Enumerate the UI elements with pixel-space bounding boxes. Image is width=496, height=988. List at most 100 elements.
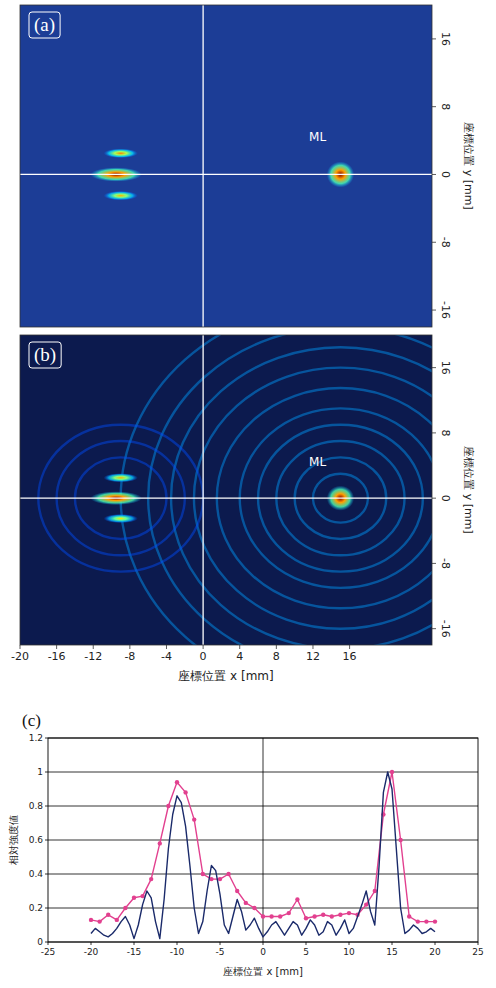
x-tick [56,645,57,649]
panel-label-box [29,342,61,368]
panel-label: (c) [22,711,41,730]
plot-frame [20,5,432,327]
x-tick-label: 8 [273,650,280,663]
series-marker [364,902,368,906]
y-tick [432,38,436,39]
series-marker [373,889,377,893]
series-marker [407,914,411,918]
figure: -16-80816座標位置 y [mm]ML(a)-16-80816-20-16… [0,0,496,988]
x-tick [435,942,436,945]
series-marker [304,916,308,920]
x-tick-label: 5 [303,947,309,957]
y-tick-label: 8 [439,429,452,436]
series-marker [338,913,342,917]
y-tick [432,432,436,433]
series-marker [244,901,248,905]
x-tick-label: 16 [343,650,357,663]
plot-background [20,335,432,645]
y-tick-label: -16 [439,301,452,319]
y-tick [432,498,436,499]
zero-line [263,738,264,942]
y-tick [432,563,436,564]
y-tick-label: 16 [439,361,452,375]
series-marker [398,838,402,842]
series-marker [312,914,316,918]
x-tick-label: 0 [200,650,207,663]
x-axis-title: 座標位置 x [mm] [178,669,273,683]
x-tick-label: -20 [84,947,99,957]
y-tick-label: 0 [37,937,43,947]
x-tick-label: 0 [260,947,266,957]
intensity-spot [104,514,138,523]
intensity-spot [104,149,138,158]
data-layer [38,335,432,645]
x-tick [276,645,277,649]
y-tick [432,367,436,368]
x-tick [306,942,307,945]
diffraction-ring [121,335,432,645]
series-marker [235,889,239,893]
series-marker [347,911,351,915]
x-tick-label: -15 [127,947,142,957]
y-axis-title: 座標位置 y [mm] [462,122,475,210]
diffraction-ring [171,347,432,645]
y-tick-label: -8 [439,237,452,248]
x-tick [349,942,350,945]
series-marker [330,914,334,918]
panel-label: (a) [34,14,55,36]
series-marker [183,790,187,794]
y-tick-label: 0.2 [29,903,43,913]
series-marker [175,780,179,784]
x-tick-label: 4 [236,650,243,663]
x-tick [263,942,264,945]
plot-frame [48,738,478,942]
annotation: ML [309,130,326,144]
x-tick-label: 15 [386,947,397,957]
x-tick-label: 12 [306,650,320,663]
y-tick [432,174,436,175]
x-tick-label: -20 [11,650,29,663]
series-marker [278,914,282,918]
y-tick-label: 0.4 [29,869,44,879]
crosshair-vertical [202,5,203,327]
panel-label-box [29,12,60,38]
heatmap-panel: -16-80816-20-16-12-8-40481216座標位置 y [mm]… [11,302,496,694]
series-marker [226,872,230,876]
plot-background [48,738,478,942]
x-tick-label: -8 [124,650,135,663]
x-tick [478,942,479,945]
series-marker [132,896,136,900]
y-axis-title: 座標位置 y [mm] [462,446,475,534]
x-tick [220,942,221,945]
y-axis-title: 相対強度値 [8,815,19,865]
y-tick [432,242,436,243]
x-tick-label: -12 [84,650,102,663]
annotation: ML [309,455,326,469]
series-marker [287,911,291,915]
series-marker [218,877,222,881]
crosshair-horizontal [20,174,432,175]
line-panel: 00.20.40.60.811.2-25-20-15-10-5051015202… [8,711,484,977]
x-tick-label: 20 [429,947,441,957]
series-marker [269,914,273,918]
x-tick-label: 25 [472,947,483,957]
y-tick [432,106,436,107]
series-marker [115,918,119,922]
crosshair-horizontal [20,498,432,499]
y-tick [432,310,436,311]
series-marker [123,906,127,910]
x-tick [177,942,178,945]
x-tick [91,942,92,945]
series-marker [252,906,256,910]
intensity-spot [104,191,138,200]
crosshair-vertical [202,335,203,645]
series-marker [295,897,299,901]
x-tick-label: -25 [41,947,56,957]
series-marker [424,919,428,923]
series-marker [97,919,101,923]
series-marker [390,770,394,774]
heatmap-panel: -16-80816座標位置 y [mm]ML(a) [20,5,475,327]
y-tick-label: 0 [439,495,452,502]
y-tick-label: 0.6 [29,835,44,845]
x-tick [349,645,350,649]
